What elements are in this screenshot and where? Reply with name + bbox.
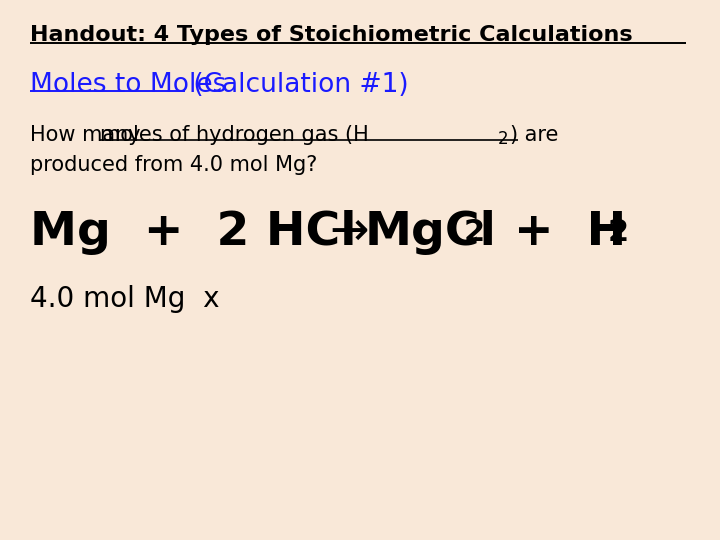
Text: Handout: 4 Types of Stoichiometric Calculations: Handout: 4 Types of Stoichiometric Calcu… xyxy=(30,25,633,45)
Text: MgCl: MgCl xyxy=(365,210,497,255)
Text: 2: 2 xyxy=(498,130,508,148)
Text: produced from 4.0 mol Mg?: produced from 4.0 mol Mg? xyxy=(30,155,318,175)
Text: How many: How many xyxy=(30,125,148,145)
Text: →: → xyxy=(315,210,384,255)
Text: (Calculation #1): (Calculation #1) xyxy=(185,72,409,98)
Text: 2: 2 xyxy=(608,218,629,247)
Text: Moles to Moles: Moles to Moles xyxy=(30,72,226,98)
Text: +  H: + H xyxy=(481,210,626,255)
Text: are: are xyxy=(518,125,559,145)
Text: 4.0 mol Mg  x: 4.0 mol Mg x xyxy=(30,285,220,313)
Text: 2: 2 xyxy=(464,218,485,247)
Text: ): ) xyxy=(509,125,517,145)
Text: Mg  +  2 HCl: Mg + 2 HCl xyxy=(30,210,356,255)
Text: moles of hydrogen gas (H: moles of hydrogen gas (H xyxy=(100,125,369,145)
